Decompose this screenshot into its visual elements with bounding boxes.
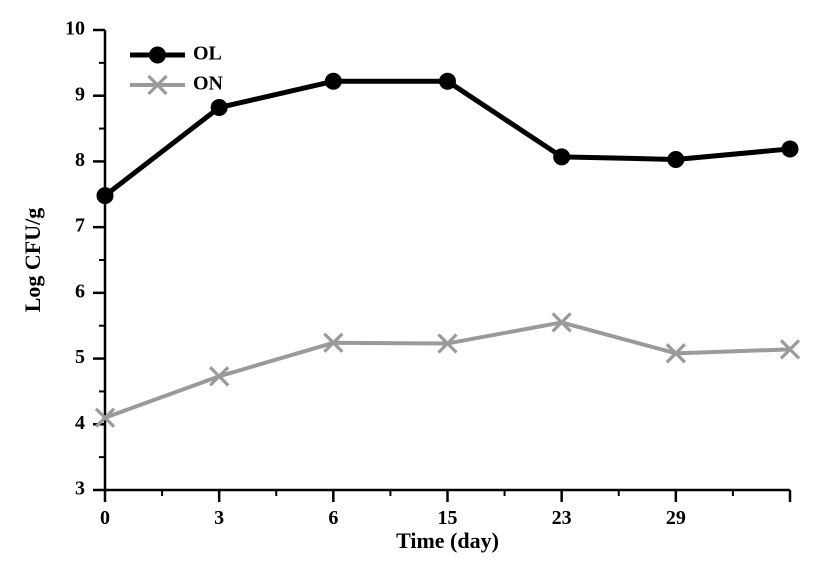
data-marker bbox=[782, 141, 798, 157]
data-marker bbox=[211, 100, 227, 116]
data-marker bbox=[325, 73, 341, 89]
y-tick-label: 3 bbox=[75, 478, 85, 500]
x-tick-label: 15 bbox=[438, 507, 458, 529]
legend-label-ON: ON bbox=[193, 73, 224, 95]
y-axis-label: Log CFU/g bbox=[20, 208, 45, 313]
y-tick-label: 7 bbox=[75, 215, 85, 237]
y-tick-label: 8 bbox=[75, 149, 85, 171]
y-tick-label: 5 bbox=[75, 346, 85, 368]
line-chart: 345678910036152329Time (day)Log CFU/gOLO… bbox=[0, 0, 827, 581]
y-tick-label: 10 bbox=[65, 18, 85, 40]
data-marker bbox=[440, 73, 456, 89]
x-tick-label: 29 bbox=[666, 507, 686, 529]
y-tick-label: 6 bbox=[75, 280, 85, 302]
data-marker bbox=[97, 188, 113, 204]
x-tick-label: 0 bbox=[100, 507, 110, 529]
data-marker bbox=[150, 47, 166, 63]
x-tick-label: 3 bbox=[214, 507, 224, 529]
y-tick-label: 4 bbox=[75, 412, 85, 434]
data-marker bbox=[668, 151, 684, 167]
x-tick-label: 6 bbox=[328, 507, 338, 529]
x-tick-label: 23 bbox=[552, 507, 572, 529]
y-tick-label: 9 bbox=[75, 83, 85, 105]
x-axis-label: Time (day) bbox=[396, 528, 499, 553]
chart-container: 345678910036152329Time (day)Log CFU/gOLO… bbox=[0, 0, 827, 581]
legend-label-OL: OL bbox=[193, 43, 222, 65]
data-marker bbox=[554, 149, 570, 165]
